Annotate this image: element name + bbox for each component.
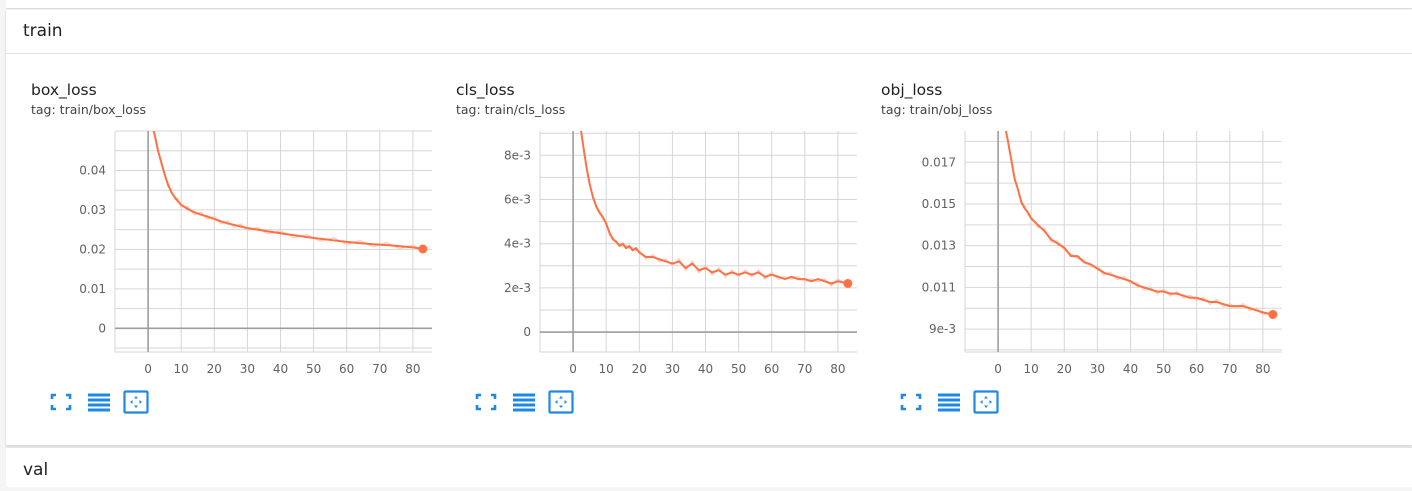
series-line (1004, 131, 1274, 316)
chart-card-box-loss: box_loss tag: train/box_loss 0 0.01 0.02 0.… (12, 54, 432, 434)
y-tick-label: 9e-3 (929, 322, 956, 336)
card-title: box_loss (31, 81, 97, 99)
x-tick-label: 60 (1189, 362, 1204, 376)
series-line (152, 131, 423, 250)
y-tick-label: 0.02 (79, 242, 106, 256)
y-tick-label: 0.011 (922, 280, 956, 294)
x-tick-label: 80 (405, 362, 420, 376)
x-tick-label: 50 (731, 362, 746, 376)
y-tick-label: 2e-3 (504, 281, 531, 295)
x-tick-label: 20 (207, 362, 222, 376)
toggle-expand-icon[interactable] (123, 390, 149, 414)
x-tick-label: 0 (144, 362, 152, 376)
y-tick-label: 0.04 (79, 163, 106, 177)
x-tick-label: 40 (1123, 362, 1138, 376)
y-tick-label: 0.015 (922, 197, 956, 211)
x-tick-label: 10 (599, 362, 614, 376)
card-tag: tag: train/cls_loss (456, 102, 566, 117)
y-tick-label: 0 (523, 325, 531, 339)
x-tick-label: 80 (830, 362, 845, 376)
grid (964, 131, 1282, 353)
series-line (580, 131, 849, 285)
x-tick-label: 20 (1057, 362, 1072, 376)
x-tick-label: 70 (372, 362, 387, 376)
card-tag: tag: train/obj_loss (881, 102, 993, 117)
x-tick-label: 70 (797, 362, 812, 376)
series-last-point (843, 278, 853, 288)
x-tick-label: 30 (665, 362, 680, 376)
x-tick-label: 50 (306, 362, 321, 376)
card-title: cls_loss (456, 81, 515, 99)
loss-chart[interactable]: 0 2e-3 4e-3 6e-3 8e-3 0 10 20 30 40 50 60 70 80 (437, 54, 857, 384)
grid (114, 130, 432, 353)
y-tick-label: 4e-3 (504, 237, 531, 251)
toggle-expand-icon[interactable] (548, 390, 574, 414)
loss-chart[interactable]: 9e-3 0.011 0.013 0.015 0.017 0 10 20 30 40 50 60 70 8… (862, 54, 1282, 384)
x-tick-label: 30 (1090, 362, 1105, 376)
toggle-log-icon[interactable] (511, 390, 537, 414)
x-tick-label: 30 (240, 362, 255, 376)
x-tick-label: 60 (339, 362, 354, 376)
fit-domain-icon[interactable] (473, 390, 499, 414)
group-title: val (23, 460, 49, 480)
card-tag: tag: train/box_loss (31, 102, 146, 117)
group-header-val[interactable]: val (6, 448, 1412, 491)
x-tick-label: 20 (632, 362, 647, 376)
y-tick-label: 0 (98, 321, 106, 335)
series-last-point (418, 244, 428, 254)
x-tick-label: 40 (698, 362, 713, 376)
group-train: train box_loss tag: train/box_loss 0 0.01… (6, 10, 1412, 445)
x-tick-label: 10 (174, 362, 189, 376)
toggle-log-icon[interactable] (86, 390, 112, 414)
x-tick-label: 0 (994, 362, 1002, 376)
group-title: train (23, 21, 63, 41)
x-tick-label: 80 (1255, 362, 1270, 376)
fit-domain-icon[interactable] (898, 390, 924, 414)
y-tick-label: 8e-3 (504, 148, 531, 162)
card-title: obj_loss (881, 81, 943, 99)
chart-card-cls-loss: cls_loss tag: train/cls_loss 0 2e-3 4e-3 6e… (437, 54, 857, 434)
y-tick-label: 0.01 (79, 282, 106, 296)
chart-card-obj-loss: obj_loss tag: train/obj_loss 9e-3 0.011 0.… (862, 54, 1282, 434)
series-last-point (1268, 309, 1278, 319)
group-val: val (6, 448, 1412, 487)
fit-domain-icon[interactable] (48, 390, 74, 414)
x-tick-label: 70 (1222, 362, 1237, 376)
y-tick-label: 0.013 (922, 239, 956, 253)
x-tick-label: 0 (569, 362, 577, 376)
toggle-expand-icon[interactable] (973, 390, 999, 414)
x-tick-label: 50 (1156, 362, 1171, 376)
series-line-raw (580, 131, 849, 287)
loss-chart[interactable]: 0 0.01 0.02 0.03 0.04 0 10 20 30 40 50 60 70 80 (12, 54, 432, 384)
grid (539, 131, 857, 353)
group-header-train[interactable]: train (6, 10, 1412, 54)
y-tick-label: 6e-3 (504, 193, 531, 207)
y-tick-label: 0.03 (79, 203, 106, 217)
toggle-log-icon[interactable] (936, 390, 962, 414)
previous-group-strip (6, 0, 1412, 9)
series-line-raw (152, 131, 424, 253)
y-tick-label: 0.017 (922, 155, 956, 169)
x-tick-label: 10 (1024, 362, 1039, 376)
x-tick-label: 40 (273, 362, 288, 376)
x-tick-label: 60 (764, 362, 779, 376)
